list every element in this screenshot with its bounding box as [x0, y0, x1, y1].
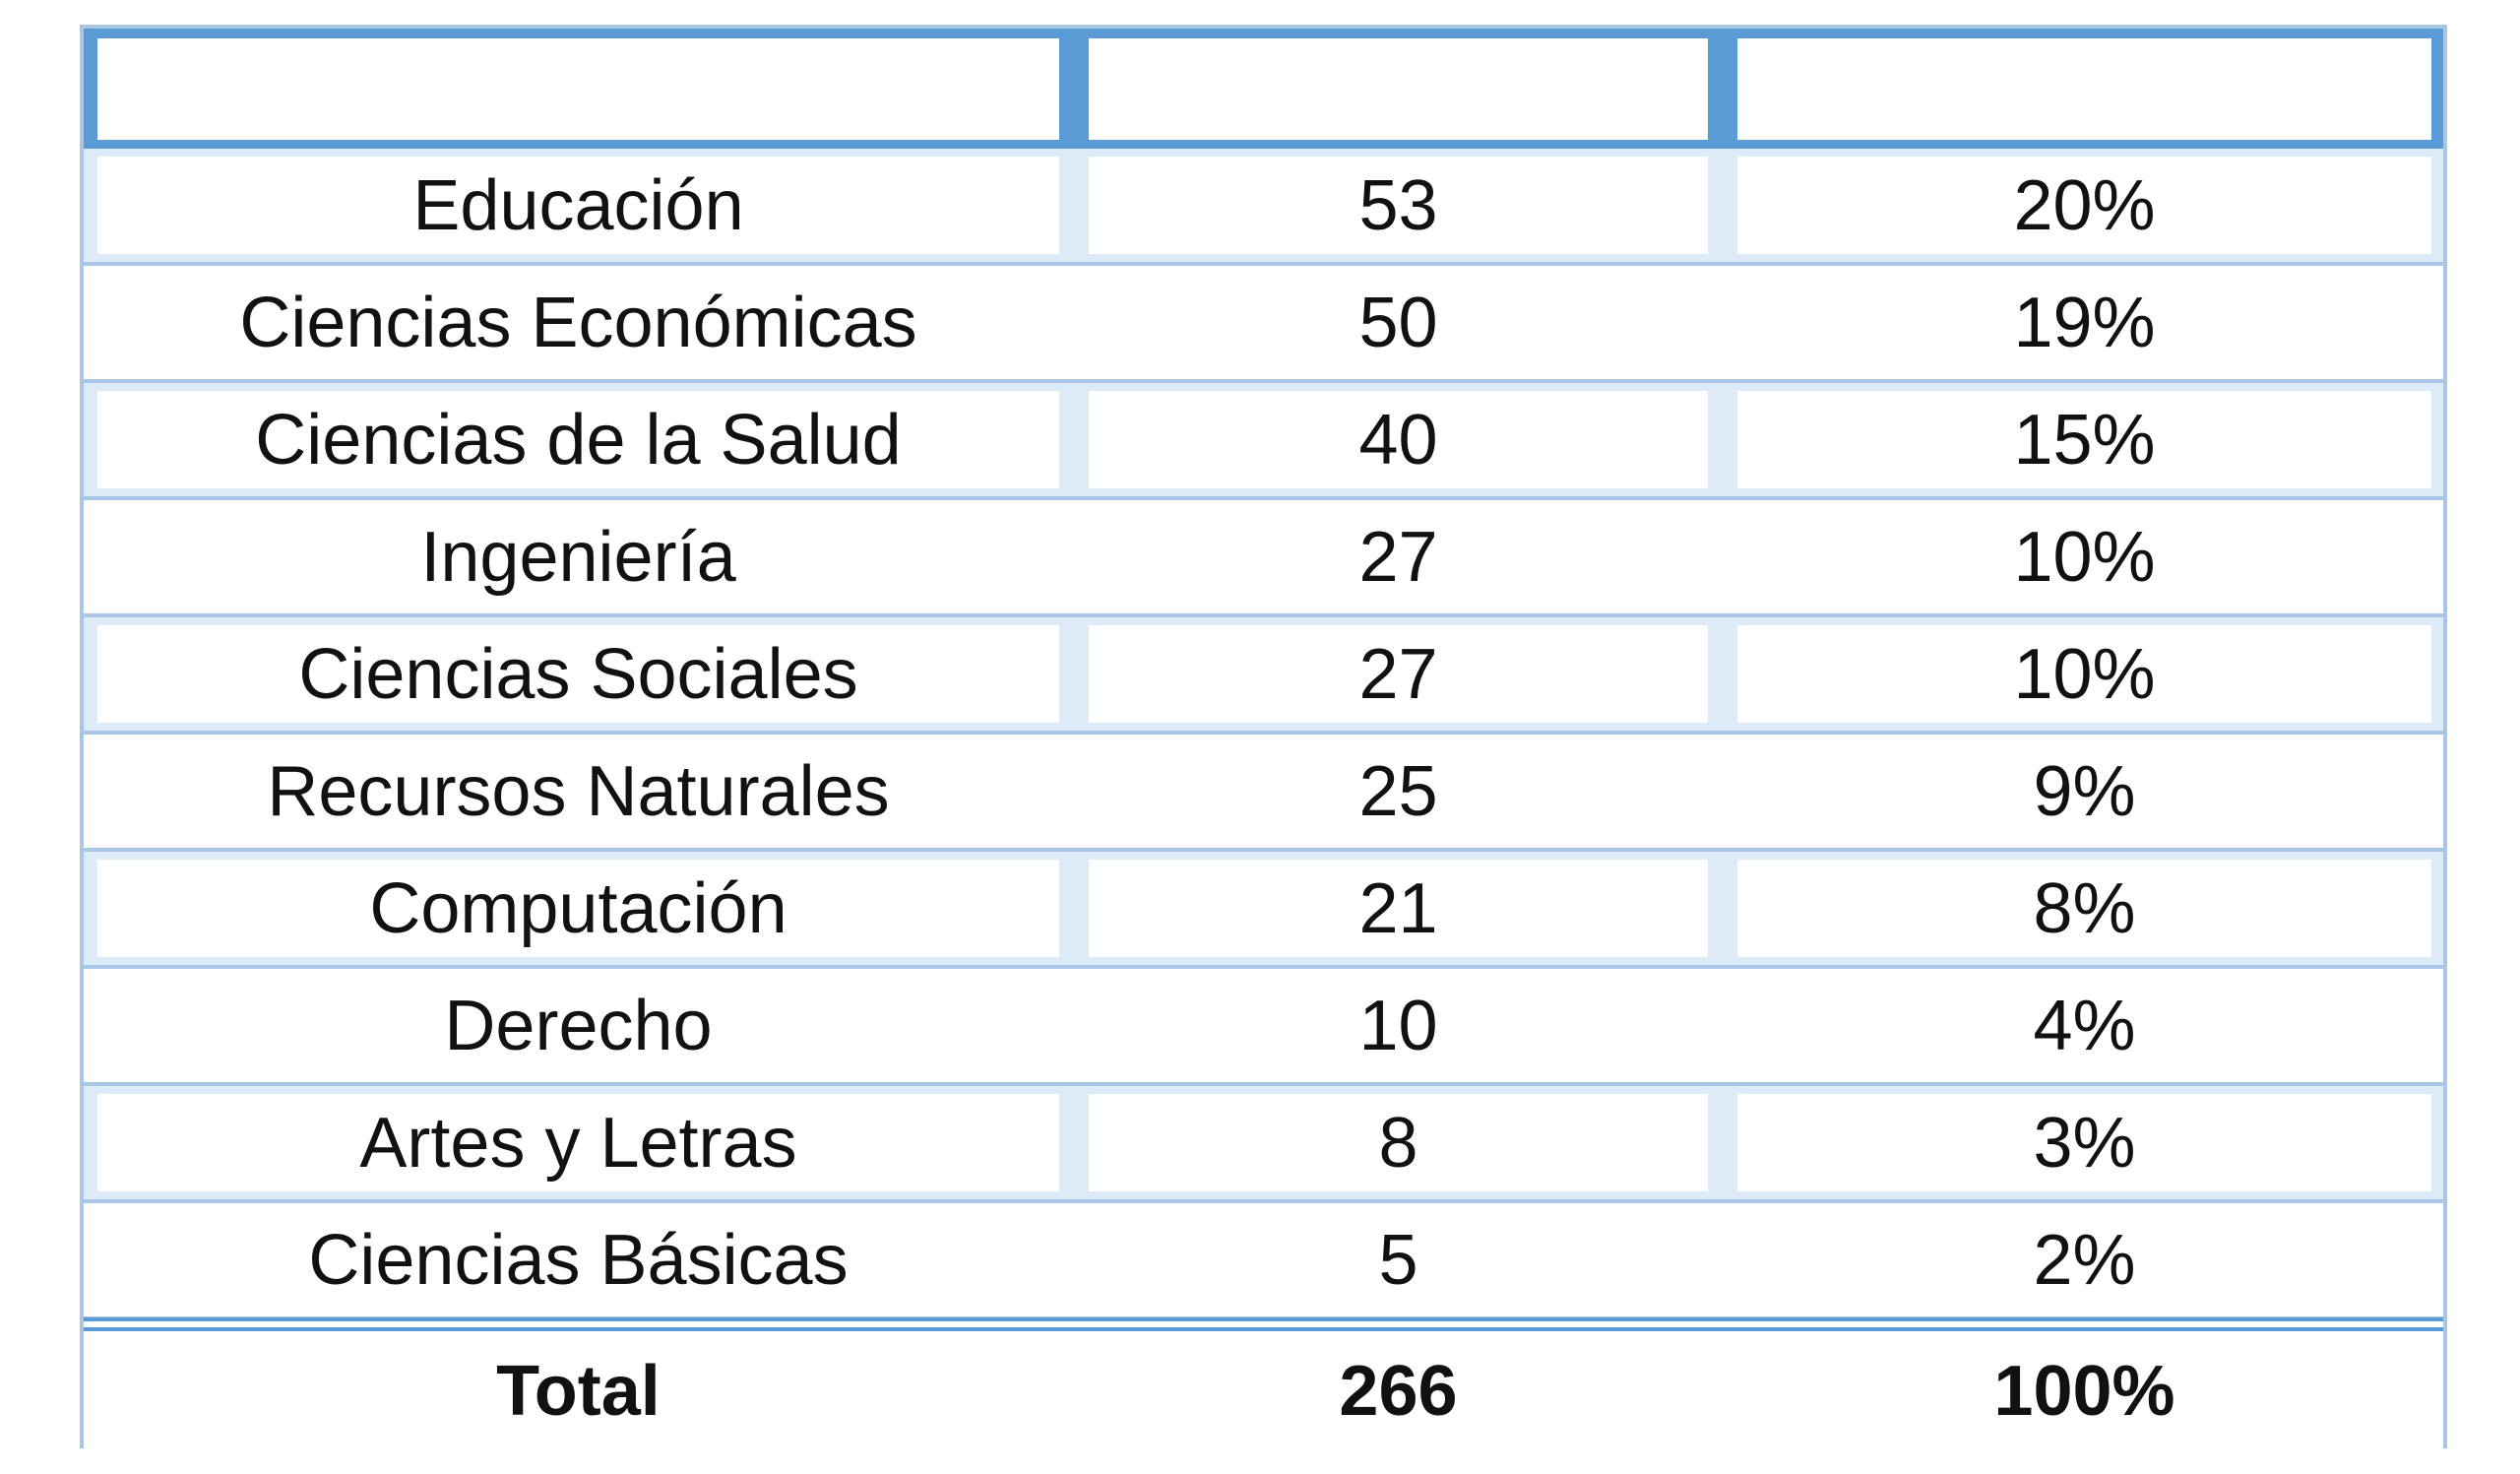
row-count: 27: [1358, 517, 1438, 597]
row-percent: 4%: [2033, 986, 2136, 1065]
table-header: [84, 29, 2443, 149]
row-percent: 9%: [2033, 751, 2136, 831]
row-percent: 15%: [1737, 391, 2431, 488]
row-count: 8: [1089, 1094, 1708, 1191]
row-label: Ciencias Sociales: [97, 625, 1059, 723]
header-cell-percent: [1737, 38, 2431, 140]
row-count: 40: [1089, 391, 1708, 488]
row-label: Educación: [97, 157, 1059, 254]
total-label: Total: [496, 1351, 661, 1431]
table-row: Recursos Naturales 25 9%: [84, 735, 2443, 852]
row-label: Ciencias de la Salud: [97, 391, 1059, 488]
row-percent: 10%: [2013, 517, 2156, 597]
row-count: 53: [1089, 157, 1708, 254]
table-row: Educación 53 20%: [84, 149, 2443, 266]
row-count: 27: [1089, 625, 1708, 723]
total-row: Total 266 100%: [84, 1317, 2443, 1448]
table-row: Derecho 10 4%: [84, 969, 2443, 1086]
table-row: Ciencias Básicas 5 2%: [84, 1203, 2443, 1320]
row-label: Derecho: [444, 986, 713, 1065]
table-row: Ciencias Sociales 27 10%: [84, 617, 2443, 735]
row-label: Ciencias Básicas: [308, 1220, 849, 1300]
table-row: Artes y Letras 8 3%: [84, 1086, 2443, 1203]
table-row: Ciencias Económicas 50 19%: [84, 266, 2443, 383]
row-percent: 10%: [1737, 625, 2431, 723]
table-row: Ingeniería 27 10%: [84, 500, 2443, 617]
row-count: 21: [1089, 860, 1708, 957]
row-count: 50: [1358, 283, 1438, 362]
total-percent: 100%: [1993, 1351, 2175, 1431]
row-percent: 2%: [2033, 1220, 2136, 1300]
row-percent: 3%: [1737, 1094, 2431, 1191]
row-label: Ciencias Económicas: [239, 283, 917, 362]
total-count: 266: [1339, 1351, 1458, 1431]
table-row: Computación 21 8%: [84, 852, 2443, 969]
row-label: Recursos Naturales: [267, 751, 890, 831]
header-cell-count: [1089, 38, 1708, 140]
row-label: Artes y Letras: [97, 1094, 1059, 1191]
row-label: Computación: [97, 860, 1059, 957]
row-count: 10: [1358, 986, 1438, 1065]
row-label: Ingeniería: [420, 517, 736, 597]
table-row: Ciencias de la Salud 40 15%: [84, 383, 2443, 500]
header-cell-category: [97, 38, 1059, 140]
row-count: 25: [1358, 751, 1438, 831]
row-percent: 19%: [2013, 283, 2156, 362]
row-count: 5: [1378, 1220, 1418, 1300]
row-percent: 20%: [1737, 157, 2431, 254]
data-table: Educación 53 20% Ciencias Económicas 50 19% Ci…: [80, 25, 2447, 1448]
row-percent: 8%: [1737, 860, 2431, 957]
